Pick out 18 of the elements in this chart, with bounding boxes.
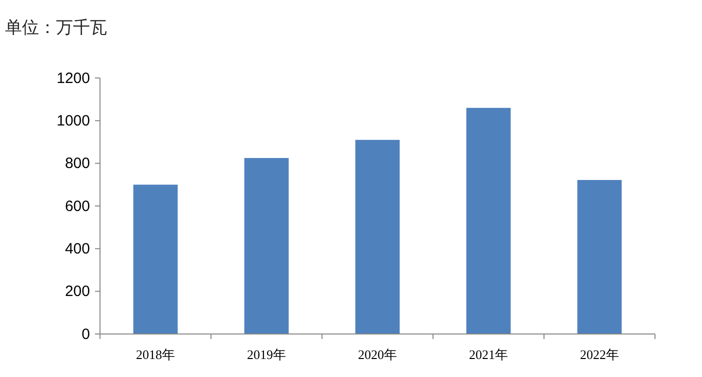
x-tick-label: 2020年 xyxy=(358,347,397,362)
bar xyxy=(133,184,178,334)
bar xyxy=(244,158,289,334)
y-tick-label: 400 xyxy=(64,240,90,258)
x-tick-label: 2019年 xyxy=(247,347,286,362)
y-tick-label: 0 xyxy=(82,326,90,343)
y-tick-label: 1200 xyxy=(56,70,90,87)
y-tick-label: 600 xyxy=(64,198,90,215)
y-tick-label: 800 xyxy=(64,155,90,172)
x-tick-label: 2022年 xyxy=(580,347,619,362)
x-tick-label: 2021年 xyxy=(469,347,508,362)
bar xyxy=(355,140,400,334)
x-tick-label: 2018年 xyxy=(136,347,175,362)
bar xyxy=(577,180,622,334)
bar xyxy=(466,108,511,334)
y-axis-title: 单位：万千瓦 xyxy=(5,18,107,37)
y-tick-label: 200 xyxy=(64,283,90,300)
y-tick-label: 1000 xyxy=(56,112,90,130)
